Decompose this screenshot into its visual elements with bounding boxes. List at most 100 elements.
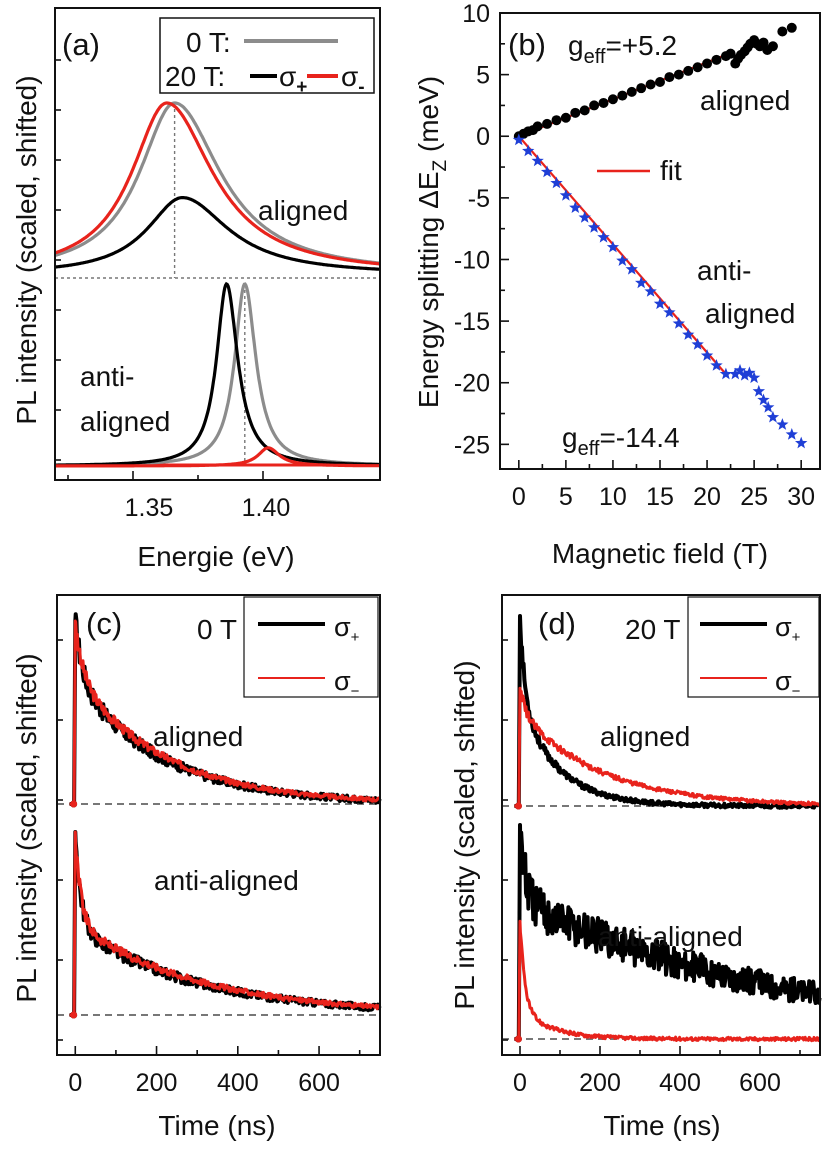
panel-b-point-aligned xyxy=(560,112,571,123)
panel-b-point-aligned xyxy=(532,121,543,132)
panel-d-ticks: 0 200 400 600 xyxy=(502,639,801,1097)
panel-a-legend-box xyxy=(159,17,375,94)
panel-c-frame xyxy=(56,594,381,1056)
panel-d-plot xyxy=(502,614,822,1043)
panel-b-g-anti: geff=-14.4 xyxy=(562,422,680,460)
panel-b-g-aligned: geff=+5.2 xyxy=(568,30,677,68)
panel-c-anti-label: anti-aligned xyxy=(154,865,299,896)
panel-b-label: (b) xyxy=(508,27,546,62)
panel-b-ytick-label: -15 xyxy=(454,308,490,336)
panel-d-xlabel: Time (ns) xyxy=(603,1110,720,1141)
panel-b-point-anti-aligned xyxy=(766,410,780,423)
panel-c: 0 200 400 600 (c) 0 T σ+ σ− aligned anti-al… xyxy=(11,594,382,1141)
panel-b-point-aligned xyxy=(617,90,628,101)
panel-b-point-anti-aligned xyxy=(795,436,808,449)
panel-b-aligned-label: aligned xyxy=(700,85,790,116)
panel-b-point-aligned xyxy=(636,83,647,94)
panel-b-g-aligned-main: g xyxy=(568,30,584,61)
panel-b-point-anti-aligned xyxy=(672,317,685,329)
panel-c-ylabel: PL intensity (scaled, shifted) xyxy=(11,653,42,1002)
panel-a-series-anti-aligned-5 xyxy=(55,446,380,468)
panel-b-point-anti-aligned xyxy=(757,393,770,406)
panel-b-point-aligned xyxy=(692,62,703,73)
panel-b-g-anti-sub: eff xyxy=(578,438,600,460)
panel-b-point-anti-aligned xyxy=(691,338,704,350)
panel-a-anti-label-2: aligned xyxy=(80,406,170,437)
panel-c-ticks: 0 200 400 600 xyxy=(57,639,361,1097)
panel-b-point-aligned xyxy=(551,115,562,126)
panel-b-point-anti-aligned xyxy=(531,154,544,167)
panel-b-xtick-label: 25 xyxy=(740,483,768,511)
panel-c-xtick-label: 0 xyxy=(68,1069,82,1097)
panel-b-ytick-label: 10 xyxy=(462,0,490,28)
panel-b-point-aligned xyxy=(683,65,694,76)
panel-b-point-aligned xyxy=(645,79,656,90)
panel-b-ytick-label: -5 xyxy=(468,185,490,213)
panel-a-ylabel: PL intensity (scaled, shifted) xyxy=(11,75,42,424)
panel-b-point-anti-aligned xyxy=(682,328,695,340)
panel-b-g-aligned-value: =+5.2 xyxy=(605,30,677,61)
panel-b-point-anti-aligned xyxy=(747,371,761,384)
panel-c-xtick-label: 600 xyxy=(298,1069,340,1097)
panel-b-anti-label-1: anti- xyxy=(697,255,751,286)
panel-c-xtick-label: 200 xyxy=(136,1069,178,1097)
panel-c-prepulse-point xyxy=(70,800,78,808)
panel-b-point-aligned xyxy=(542,118,553,129)
panel-b-point-anti-aligned xyxy=(743,366,756,379)
panel-b-ytick-label: 5 xyxy=(476,62,490,90)
panel-b-anti-label-2: aligned xyxy=(705,298,795,329)
panel-b-point-aligned xyxy=(579,105,590,116)
panel-b-ylabel: Energy splitting ΔEZ (meV) xyxy=(413,76,451,408)
panel-b-point-anti-aligned xyxy=(522,144,535,157)
panel-b-point-aligned xyxy=(598,97,609,108)
panel-d-series-aligned-0 xyxy=(514,614,822,810)
panel-d-series-anti-aligned-2 xyxy=(514,823,822,1041)
panel-b-g-anti-main: g xyxy=(562,422,578,453)
panel-c-plot xyxy=(57,612,382,1019)
panel-d-anti-label: anti-aligned xyxy=(598,921,743,952)
panel-d-field: 20 T xyxy=(625,614,681,645)
panel-b-point-anti-aligned xyxy=(776,418,789,430)
panel-b-point-aligned xyxy=(725,48,736,59)
panel-a-xlabel: Energie (eV) xyxy=(137,541,294,572)
panel-b-ytick-label: -20 xyxy=(454,370,490,398)
panel-b-plot xyxy=(512,22,808,449)
panel-b-point-anti-aligned xyxy=(512,133,525,146)
panel-b-ticks: 0 5 10 15 20 25 30 10 5 0 -5 -10 -15 -20 -25 xyxy=(454,0,815,511)
panel-a-label: (a) xyxy=(62,27,100,62)
panel-a-series-aligned-1 xyxy=(54,196,381,271)
panel-b-point-anti-aligned xyxy=(710,359,723,371)
panel-d-series-anti-aligned-3 xyxy=(514,919,822,1043)
panel-b-point-aligned xyxy=(673,69,684,80)
panel-b-xlabel: Magnetic field (T) xyxy=(552,538,768,569)
panel-a: (a) 0 T: 20 T: σ+ σ- aligned anti- align… xyxy=(11,7,381,572)
panel-d: 0 200 400 600 (d) 20 T σ+ σ− aligned anti-a… xyxy=(449,594,822,1141)
panel-b-point-anti-aligned xyxy=(762,400,775,413)
panel-d-aligned-label: aligned xyxy=(600,721,690,752)
panel-b-ylabel-unit: (meV) xyxy=(413,76,444,160)
panel-d-xtick-label: 600 xyxy=(739,1069,781,1097)
panel-b-point-anti-aligned xyxy=(606,240,620,253)
panel-c-series-anti-aligned-3 xyxy=(69,830,382,1017)
panel-b-point-aligned xyxy=(589,100,600,111)
panel-b-g-anti-value: =-14.4 xyxy=(599,422,679,453)
panel-b-xtick-label: 5 xyxy=(559,483,573,511)
panel-c-field: 0 T xyxy=(197,614,237,645)
panel-b-point-anti-aligned xyxy=(597,230,610,243)
panel-c-xlabel: Time (ns) xyxy=(158,1110,275,1141)
panel-b-point-anti-aligned xyxy=(733,363,747,376)
panel-b-point-anti-aligned xyxy=(578,211,591,223)
panel-b-point-anti-aligned xyxy=(700,349,714,361)
panel-b-point-anti-aligned xyxy=(587,220,601,233)
panel-b-ylabel-sub: Z xyxy=(430,160,451,172)
panel-d-legend-box xyxy=(687,596,820,698)
panel-d-label: (d) xyxy=(538,606,576,641)
panel-b-point-aligned xyxy=(777,26,788,37)
panel-b-ytick-label: 0 xyxy=(476,123,490,151)
panel-b-point-aligned xyxy=(655,77,665,88)
panel-a-legend-0t: 0 T: xyxy=(186,27,231,58)
panel-b-point-aligned xyxy=(664,72,675,83)
panel-b-point-aligned xyxy=(786,22,797,33)
panel-d-xtick-label: 200 xyxy=(579,1069,621,1097)
